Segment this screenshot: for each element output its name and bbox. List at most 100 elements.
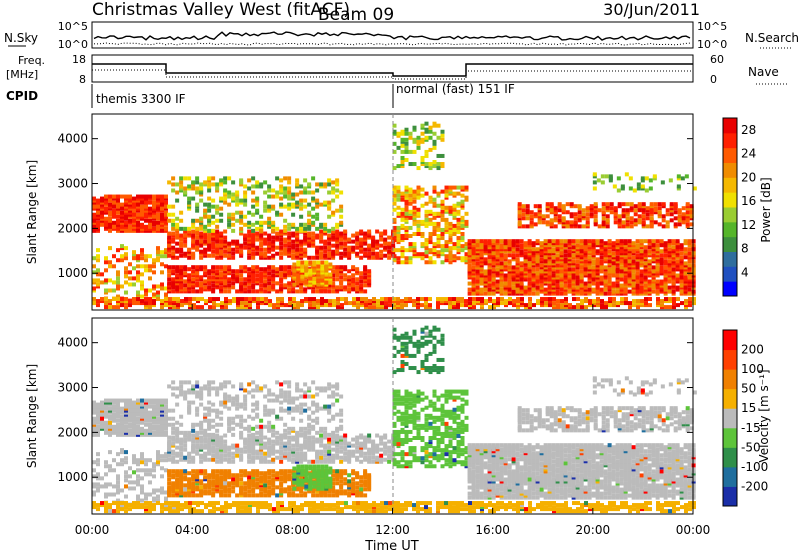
- power-cell: [495, 239, 500, 244]
- power-cell: [467, 263, 472, 268]
- power-cell: [691, 243, 696, 248]
- power-cell: [471, 269, 476, 274]
- power-cell: [436, 153, 441, 158]
- power-cell: [164, 228, 168, 233]
- power-cell: [247, 233, 252, 238]
- velocity-cell: [215, 437, 220, 442]
- power-cell: [664, 299, 668, 304]
- power-cell: [456, 248, 461, 253]
- power-cell: [499, 273, 504, 278]
- power-cell: [412, 207, 417, 212]
- power-cell: [676, 186, 681, 191]
- velocity-cell: [108, 410, 112, 415]
- power-cell: [655, 245, 660, 250]
- power-cell: [308, 303, 312, 308]
- power-cell: [339, 231, 344, 236]
- power-cell: [583, 291, 588, 296]
- power-cell: [128, 262, 132, 267]
- power-cell: [299, 249, 304, 254]
- power-cell: [669, 212, 674, 217]
- power-cell: [663, 261, 668, 266]
- power-cell: [335, 182, 340, 187]
- power-cell: [691, 275, 696, 280]
- power-cell: [408, 201, 413, 206]
- power-cell: [156, 222, 160, 227]
- power-cell: [203, 265, 208, 270]
- power-cell: [596, 301, 600, 306]
- power-cell: [104, 260, 108, 265]
- power-cell: [191, 186, 196, 191]
- power-cell: [116, 222, 120, 227]
- power-cell: [639, 257, 644, 262]
- power-cell: [267, 204, 272, 209]
- velocity-cell: [243, 445, 248, 450]
- power-cell: [243, 265, 248, 270]
- power-cell: [651, 265, 656, 270]
- power-cell: [575, 247, 580, 252]
- power-cell: [679, 279, 684, 284]
- nsearch-tick-top: 10^5: [697, 20, 727, 33]
- power-cell: [543, 261, 548, 266]
- power-cell: [195, 190, 200, 195]
- power-cell: [507, 261, 512, 266]
- power-cell: [460, 201, 465, 206]
- velocity-cell: [104, 424, 108, 429]
- power-cell: [503, 241, 508, 246]
- velocity-cell: [243, 437, 248, 442]
- nsearch-trace: [93, 42, 691, 46]
- power-cell: [619, 249, 624, 254]
- power-cell: [643, 267, 648, 272]
- power-cell: [452, 242, 457, 247]
- power-cell: [615, 239, 620, 244]
- velocity-cell: [144, 492, 148, 497]
- colorbar-swatch: [723, 177, 737, 193]
- power-cell: [180, 299, 184, 304]
- power-cell: [571, 287, 576, 292]
- velocity-cell: [203, 453, 208, 458]
- power-cell: [499, 281, 504, 286]
- power-cell: [456, 203, 461, 208]
- power-cell: [565, 220, 570, 225]
- power-cell: [211, 279, 216, 284]
- power-cell: [555, 253, 560, 258]
- power-cell: [651, 245, 656, 250]
- power-cell: [287, 249, 292, 254]
- power-cell: [144, 196, 148, 201]
- power-cell: [235, 273, 240, 278]
- power-cell: [360, 303, 364, 308]
- power-cell: [452, 258, 457, 263]
- power-cell: [404, 256, 409, 261]
- power-cell: [335, 239, 340, 244]
- power-cell: [92, 218, 96, 223]
- power-cell: [612, 299, 616, 304]
- power-cell: [340, 297, 344, 302]
- power-cell: [352, 301, 356, 306]
- velocity-cell: [108, 464, 112, 469]
- power-cell: [416, 166, 421, 171]
- power-cell: [517, 210, 522, 215]
- power-cell: [539, 259, 544, 264]
- power-cell: [555, 255, 560, 260]
- velocity-cell: [120, 408, 124, 413]
- power-cell: [156, 248, 160, 253]
- power-cell: [504, 299, 508, 304]
- power-cell: [299, 198, 304, 203]
- power-cell: [587, 277, 592, 282]
- power-cell: [575, 243, 580, 248]
- power-cell: [549, 210, 554, 215]
- power-cell: [535, 255, 540, 260]
- power-cell: [424, 219, 429, 224]
- power-cell: [299, 202, 304, 207]
- power-cell: [328, 264, 333, 269]
- power-cell: [400, 211, 405, 216]
- power-cell: [680, 176, 685, 181]
- power-cell: [612, 184, 617, 189]
- power-cell: [96, 282, 100, 287]
- power-cell: [516, 297, 520, 302]
- power-cell: [460, 225, 465, 230]
- power-cell: [171, 283, 176, 288]
- power-cell: [616, 176, 621, 181]
- power-cell: [412, 221, 417, 226]
- power-cell: [428, 162, 433, 167]
- power-cell: [499, 283, 504, 288]
